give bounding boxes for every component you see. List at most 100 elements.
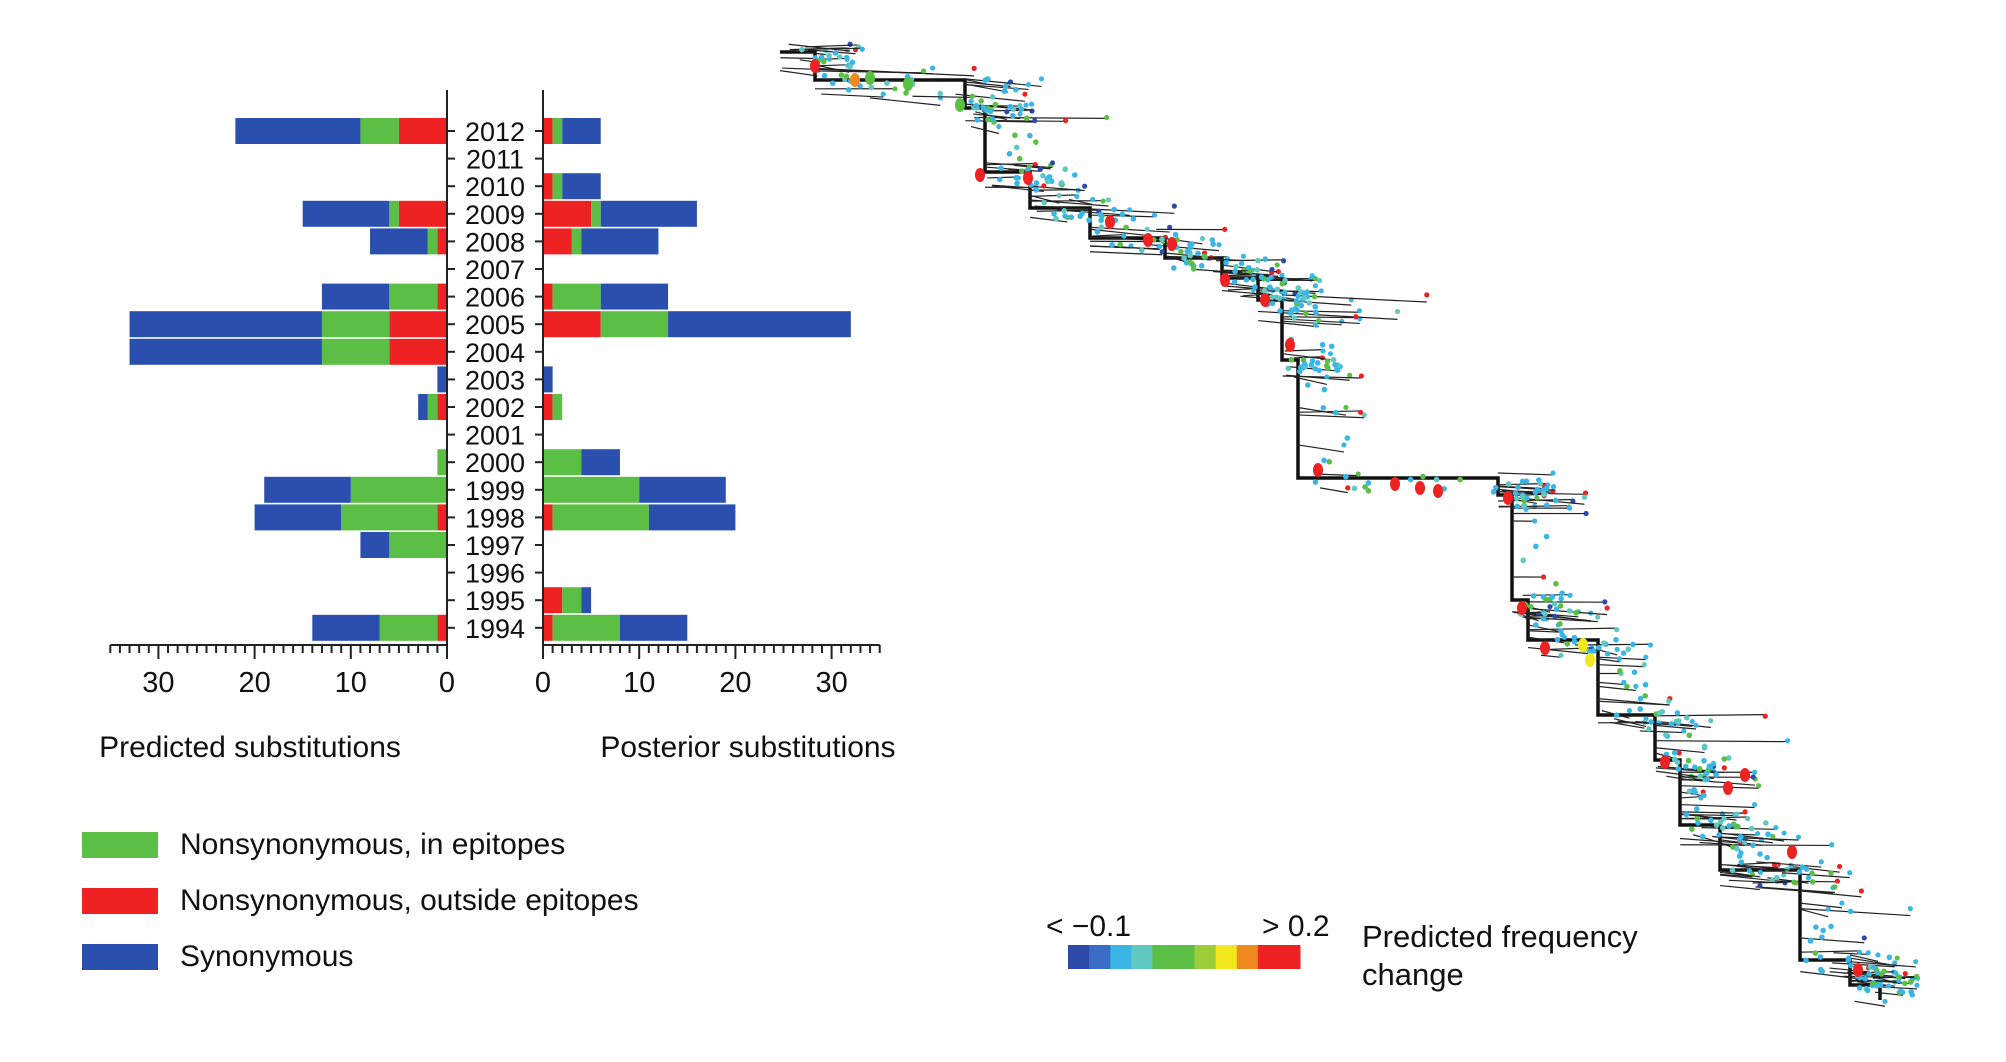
tree-tip <box>1721 816 1727 822</box>
tree-tip <box>1356 308 1363 314</box>
tree-node <box>1181 255 1187 261</box>
x-tick-label: 20 <box>238 667 270 699</box>
tree-node <box>1625 646 1632 653</box>
tree-branch <box>807 49 856 55</box>
bar-epitope-2006 <box>552 283 601 310</box>
tree-branch <box>1497 472 1554 476</box>
bar-outside-2005 <box>389 311 447 338</box>
tree-tip <box>1343 404 1349 411</box>
tree-node <box>1325 365 1331 371</box>
legend-item-outside: Nonsynonymous, outside epitopes <box>82 884 639 918</box>
tree-tip <box>969 93 975 99</box>
tree-node <box>1071 172 1078 178</box>
tree-tip <box>1424 292 1430 298</box>
tree-branch <box>1257 290 1322 293</box>
bar-outside-1995 <box>543 587 563 614</box>
tree-tip <box>1038 76 1045 82</box>
tree-tip <box>1742 839 1748 846</box>
tree-node <box>996 176 1003 183</box>
legend-swatch-epitope <box>82 832 158 858</box>
tree-node <box>1685 757 1692 764</box>
tree-node <box>987 108 994 115</box>
tree-tip <box>1914 982 1920 988</box>
tree-branch <box>1799 890 1862 898</box>
tree-node <box>1708 817 1714 824</box>
bar-epitope-2002 <box>427 394 438 420</box>
tree-tip <box>1847 870 1853 876</box>
tree-branch <box>1522 616 1598 623</box>
tree-tip <box>1007 79 1014 85</box>
tree-node <box>1637 695 1644 702</box>
tree-branch <box>823 78 845 81</box>
legend-item-epitope: Nonsynonymous, in epitopes <box>82 828 565 862</box>
tree-node <box>1006 150 1013 157</box>
tree-branch <box>1597 700 1669 706</box>
tree-mutation-marker <box>903 77 913 91</box>
tree-mutation-marker <box>865 71 875 85</box>
tree-node <box>1571 634 1578 641</box>
tree-branch <box>1719 873 1753 878</box>
tree-node <box>1277 308 1283 314</box>
tree-node <box>1033 139 1039 145</box>
bar-outside-2012 <box>398 118 447 144</box>
bar-epitope-1997 <box>389 532 447 558</box>
tree-node <box>1683 714 1690 721</box>
tree-node <box>1543 533 1550 540</box>
tree-mutation-marker <box>1540 641 1550 655</box>
tree-node <box>1557 620 1563 627</box>
tree-node <box>1689 826 1695 832</box>
bar-epitope-2005 <box>600 311 669 338</box>
tree-tip <box>1902 971 1908 977</box>
tree-tip <box>1100 198 1106 204</box>
tree-node <box>1033 180 1040 186</box>
bar-synonymous-2002 <box>418 394 428 420</box>
year-label-2011: 2011 <box>466 145 524 175</box>
tree-tip <box>1641 662 1647 668</box>
bar-epitope-1994 <box>552 614 620 641</box>
tree-branch <box>1833 952 1869 956</box>
tree-tip <box>1269 266 1275 273</box>
bar-epitope-2000 <box>437 449 447 476</box>
tree-branch <box>1719 832 1758 836</box>
tree-node <box>1117 241 1124 248</box>
tree-tip <box>1063 117 1069 124</box>
tree-node <box>1519 493 1526 500</box>
tree-tip <box>971 65 977 71</box>
tree-branch <box>1679 803 1755 809</box>
tree-node <box>1676 718 1682 724</box>
tree-node <box>1870 980 1877 987</box>
tree-node <box>1027 132 1033 139</box>
tree-tip <box>1858 888 1865 894</box>
tree-node <box>843 73 850 80</box>
tree-branch <box>1089 233 1124 237</box>
bar-outside-2002 <box>437 394 447 420</box>
tree-tip <box>1708 718 1714 724</box>
tree-branch <box>1297 414 1365 419</box>
tree-node <box>1187 252 1194 259</box>
year-label-2012: 2012 <box>465 117 525 147</box>
legend-item-synonymous: Synonymous <box>82 940 353 974</box>
tree-node <box>1764 854 1770 861</box>
tree-tip <box>1532 518 1538 524</box>
tree-node <box>1571 638 1578 645</box>
scale-segment <box>1215 945 1238 969</box>
bar-synonymous-1998 <box>254 504 342 531</box>
tree-tip <box>1353 314 1359 320</box>
tree-node <box>1328 343 1335 350</box>
tree-tip <box>1894 955 1900 961</box>
bar-outside-2008 <box>437 228 447 255</box>
tree-node <box>1267 284 1273 291</box>
tree-tip <box>1643 654 1649 660</box>
x-tick-label: 10 <box>623 667 655 699</box>
tree-tip <box>1666 698 1672 704</box>
tree-node <box>1033 187 1040 193</box>
tree-tip <box>1721 765 1727 771</box>
tree-node <box>1320 405 1327 411</box>
tree-node <box>1530 593 1537 599</box>
tree-tip <box>1716 832 1722 838</box>
tree-node <box>1420 473 1426 480</box>
tree-node <box>1013 174 1020 181</box>
tree-node <box>1040 172 1046 179</box>
tree-tip <box>1689 718 1695 725</box>
bar-epitope-2010 <box>552 173 563 200</box>
